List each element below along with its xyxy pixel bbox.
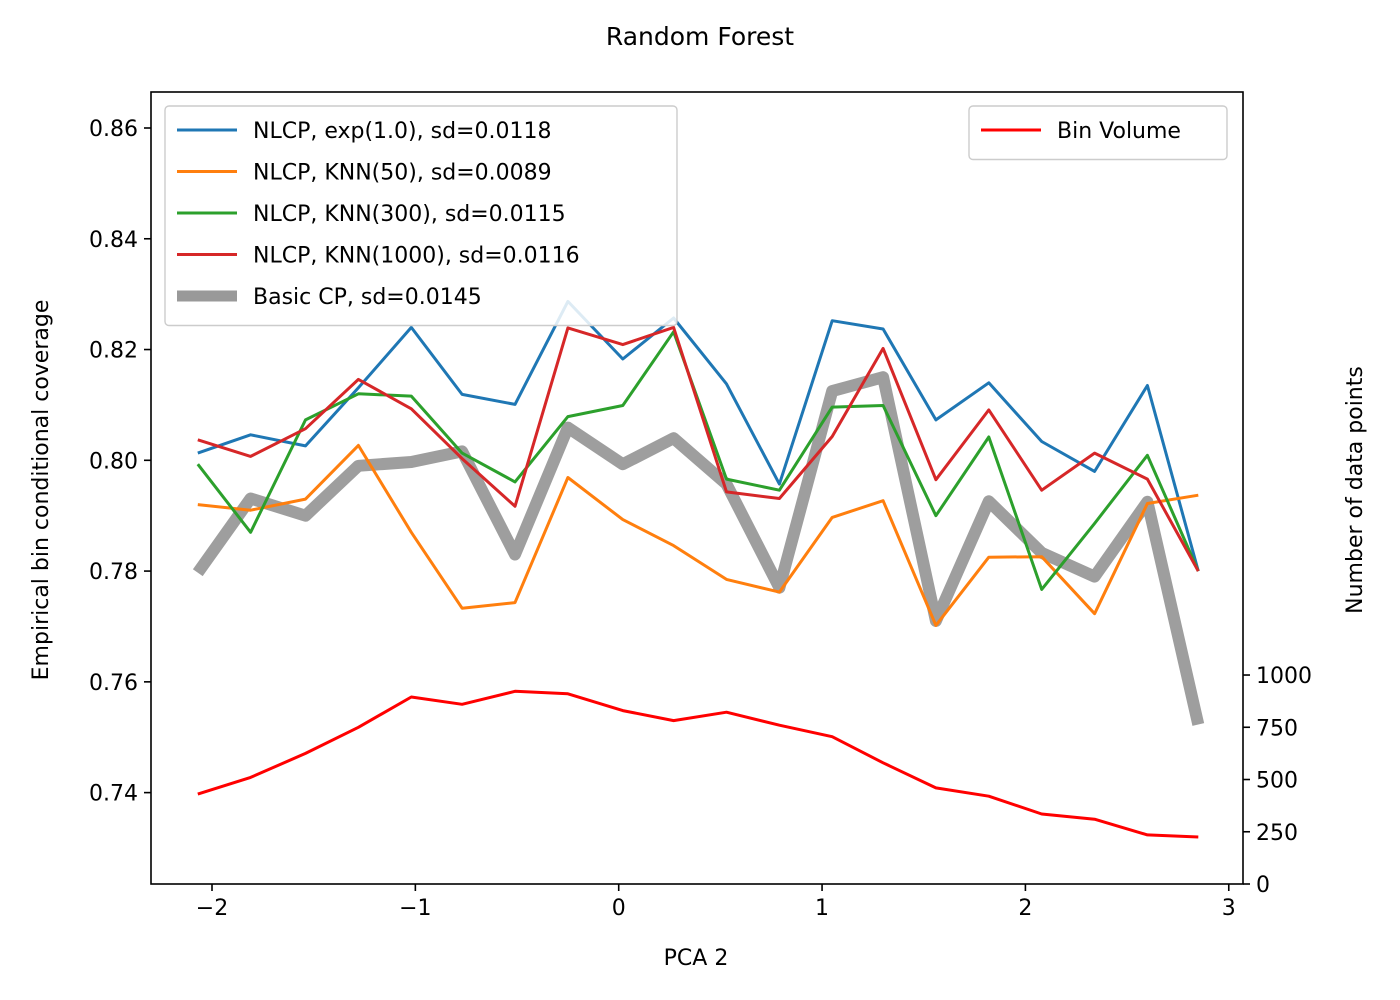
series-line-nlcp-knn-1000-sd-0-0116 [197, 325, 1200, 572]
legend-label: NLCP, KNN(50), sd=0.0089 [253, 161, 552, 186]
series-line-basic-cp-sd-0-0145 [192, 371, 1205, 726]
x-tick-label: −2 [196, 896, 228, 921]
y-tick-label-right: 1000 [1256, 664, 1312, 689]
legend-box [968, 105, 1228, 161]
legend: NLCP, exp(1.0), sd=0.0118 NLCP, KNN(50), … [164, 105, 678, 327]
x-tick-label: 0 [612, 896, 626, 921]
chart-title: Random Forest [606, 22, 794, 51]
x-tick-label: 1 [815, 896, 829, 921]
y-tick-label-left: 0.82 [89, 339, 138, 364]
x-tick-label: 3 [1222, 896, 1236, 921]
series-line-nlcp-exp-1-0-sd-0-0118 [197, 299, 1200, 572]
y-tick-label-right: 0 [1256, 873, 1270, 898]
legend-label: NLCP, KNN(1000), sd=0.0116 [253, 244, 580, 269]
x-axis-title: PCA 2 [664, 946, 729, 971]
series-line-nlcp-knn-50-sd-0-0089 [197, 443, 1199, 627]
legend-label: Basic CP, sd=0.0145 [253, 285, 482, 310]
legend-box [164, 105, 678, 327]
y-tick-label-left: 0.76 [89, 671, 138, 696]
x-tick-label: −1 [399, 896, 431, 921]
plot-area: −2 −1 0 1 2 3 0.74 0.76 0.78 0.80 0.82 0.84 0.86 0 250… [89, 91, 1312, 921]
legend-label: Bin Volume [1057, 119, 1181, 144]
y-tick-label-left: 0.84 [89, 228, 138, 253]
x-tick-label: 2 [1018, 896, 1032, 921]
y-axis-title-right: Number of data points [1343, 366, 1368, 614]
series-line-bin-volume [197, 689, 1199, 839]
y-tick-label-left: 0.86 [89, 117, 138, 142]
legend-label: NLCP, KNN(300), sd=0.0115 [253, 202, 566, 227]
y-tick-label-left: 0.80 [89, 449, 138, 474]
y-tick-label-right: 250 [1256, 821, 1298, 846]
plot-frame [150, 91, 1244, 885]
y-tick-label-left: 0.74 [89, 782, 138, 807]
legend-label: NLCP, exp(1.0), sd=0.0118 [253, 119, 551, 144]
y-tick-label-left: 0.78 [89, 560, 138, 585]
y-axis-title-left: Empirical bin conditional coverage [29, 300, 54, 681]
y-tick-label-right: 750 [1256, 716, 1298, 741]
legend: Bin Volume [968, 105, 1228, 161]
y-tick-label-right: 500 [1256, 769, 1298, 794]
